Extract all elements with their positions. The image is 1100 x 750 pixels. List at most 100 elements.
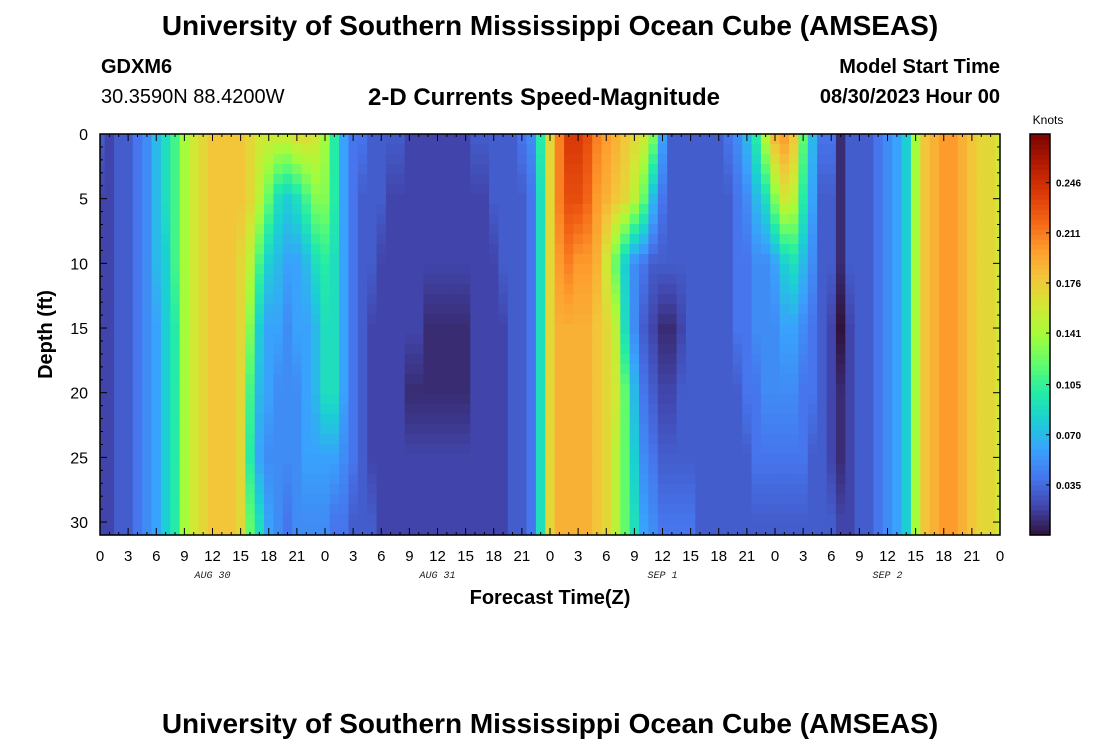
heatmap-cell bbox=[235, 374, 246, 385]
heatmap-cell bbox=[123, 484, 134, 495]
heatmap-cell bbox=[714, 144, 725, 155]
heatmap-cell bbox=[929, 384, 940, 395]
heatmap-cell bbox=[985, 474, 996, 485]
heatmap-cell bbox=[714, 224, 725, 235]
heatmap-cell bbox=[170, 354, 181, 365]
heatmap-cell bbox=[451, 424, 462, 435]
heatmap-cell bbox=[957, 284, 968, 295]
heatmap-cell bbox=[685, 484, 696, 495]
heatmap-cell bbox=[723, 394, 734, 405]
heatmap-cell bbox=[114, 264, 125, 275]
heatmap-cell bbox=[320, 264, 331, 275]
heatmap-cell bbox=[910, 504, 921, 515]
heatmap-cell bbox=[235, 264, 246, 275]
heatmap-cell bbox=[779, 174, 790, 185]
heatmap-cell bbox=[742, 364, 753, 375]
heatmap-cell bbox=[357, 464, 368, 475]
heatmap-cell bbox=[667, 454, 678, 465]
x-tick-label: 18 bbox=[935, 548, 952, 565]
heatmap-cell bbox=[779, 274, 790, 285]
heatmap-cell bbox=[807, 354, 818, 365]
heatmap-cell bbox=[414, 504, 425, 515]
heatmap-cell bbox=[657, 194, 668, 205]
heatmap-cell bbox=[892, 134, 903, 145]
heatmap-cell bbox=[985, 274, 996, 285]
heatmap-cell bbox=[339, 364, 350, 375]
heatmap-cell bbox=[901, 214, 912, 225]
heatmap-cell bbox=[901, 344, 912, 355]
heatmap-cell bbox=[779, 284, 790, 295]
heatmap-cell bbox=[957, 144, 968, 155]
heatmap-cell bbox=[920, 334, 931, 345]
heatmap-cell bbox=[207, 334, 218, 345]
heatmap-cell bbox=[339, 314, 350, 325]
heatmap-cell bbox=[770, 464, 781, 475]
heatmap-cell bbox=[629, 204, 640, 215]
heatmap-cell bbox=[629, 484, 640, 495]
colorbar-segment bbox=[1030, 184, 1050, 190]
heatmap-cell bbox=[301, 174, 312, 185]
heatmap-cell bbox=[892, 234, 903, 245]
heatmap-cell bbox=[282, 274, 293, 285]
heatmap-cell bbox=[414, 424, 425, 435]
heatmap-cell bbox=[123, 334, 134, 345]
heatmap-cell bbox=[489, 284, 500, 295]
page-title: University of Southern Mississippi Ocean… bbox=[161, 10, 939, 41]
heatmap-cell bbox=[498, 524, 509, 535]
heatmap-cell bbox=[170, 454, 181, 465]
heatmap-cell bbox=[685, 224, 696, 235]
heatmap-cell bbox=[151, 234, 162, 245]
heatmap-cell bbox=[601, 144, 612, 155]
heatmap-cell bbox=[901, 494, 912, 505]
heatmap-cell bbox=[639, 254, 650, 265]
heatmap-cell bbox=[414, 464, 425, 475]
heatmap-cell bbox=[873, 294, 884, 305]
heatmap-cell bbox=[554, 234, 565, 245]
heatmap-cell bbox=[479, 264, 490, 275]
heatmap-cell bbox=[432, 154, 443, 165]
heatmap-cell bbox=[948, 214, 959, 225]
heatmap-cell bbox=[507, 184, 518, 195]
heatmap-cell bbox=[564, 414, 575, 425]
heatmap-cell bbox=[714, 174, 725, 185]
heatmap-cell bbox=[545, 374, 556, 385]
heatmap-cell bbox=[179, 484, 190, 495]
heatmap-cell bbox=[629, 514, 640, 525]
heatmap-cell bbox=[310, 334, 321, 345]
heatmap-cell bbox=[704, 374, 715, 385]
heatmap-cell bbox=[470, 494, 481, 505]
heatmap-cell bbox=[526, 334, 537, 345]
heatmap-cell bbox=[789, 384, 800, 395]
heatmap-cell bbox=[957, 434, 968, 445]
heatmap-cell bbox=[132, 504, 143, 515]
heatmap-cell bbox=[254, 504, 265, 515]
heatmap-cell bbox=[507, 364, 518, 375]
heatmap-cell bbox=[789, 494, 800, 505]
heatmap-cell bbox=[985, 164, 996, 175]
heatmap-cell bbox=[245, 494, 256, 505]
heatmap-cell bbox=[142, 224, 153, 235]
heatmap-cell bbox=[751, 314, 762, 325]
heatmap-cell bbox=[929, 474, 940, 485]
heatmap-cell bbox=[667, 364, 678, 375]
heatmap-cell bbox=[198, 504, 209, 515]
heatmap-cell bbox=[470, 174, 481, 185]
heatmap-cell bbox=[770, 234, 781, 245]
heatmap-cell bbox=[498, 254, 509, 265]
heatmap-cell bbox=[976, 224, 987, 235]
heatmap-cell bbox=[798, 394, 809, 405]
heatmap-cell bbox=[826, 154, 837, 165]
heatmap-cell bbox=[957, 444, 968, 455]
heatmap-cell bbox=[179, 184, 190, 195]
heatmap-cell bbox=[423, 324, 434, 335]
heatmap-cell bbox=[629, 424, 640, 435]
heatmap-cell bbox=[292, 484, 303, 495]
heatmap-cell bbox=[320, 474, 331, 485]
heatmap-cell bbox=[348, 234, 359, 245]
heatmap-cell bbox=[676, 304, 687, 315]
heatmap-cell bbox=[245, 224, 256, 235]
heatmap-cell bbox=[676, 384, 687, 395]
heatmap-cell bbox=[695, 404, 706, 415]
heatmap-cell bbox=[779, 214, 790, 225]
heatmap-cell bbox=[807, 134, 818, 145]
